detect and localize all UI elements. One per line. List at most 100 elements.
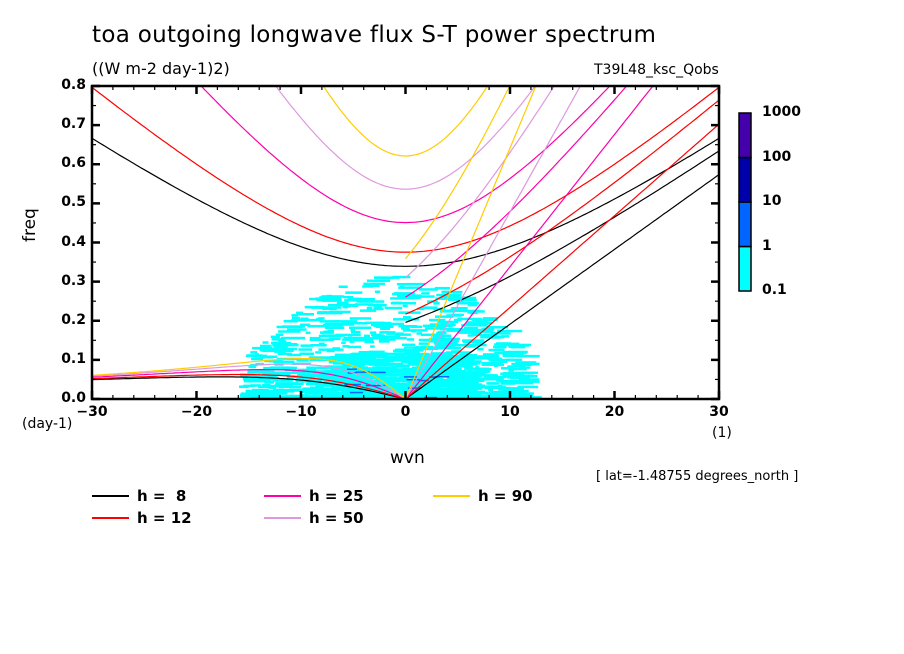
power-cell (264, 359, 283, 363)
power-cell (459, 300, 464, 303)
power-cell (404, 376, 417, 378)
power-cell (341, 392, 353, 395)
power-cell (287, 353, 302, 357)
power-cell (450, 323, 456, 327)
power-cell (273, 360, 295, 364)
power-cell (490, 331, 496, 335)
power-cell (332, 384, 340, 387)
inertio-gravity-curve (274, 86, 537, 190)
power-cell (408, 363, 425, 366)
power-cell (394, 333, 411, 336)
power-cell (429, 353, 439, 357)
power-cell (429, 318, 446, 322)
power-cell (348, 334, 352, 337)
power-cell (446, 357, 455, 360)
legend-line (92, 495, 129, 497)
power-cell (404, 346, 418, 349)
power-cell (365, 379, 388, 383)
power-cell (395, 353, 405, 356)
power-cell (260, 344, 272, 348)
power-cell (401, 359, 411, 362)
legend-line (433, 495, 470, 497)
power-cell (439, 355, 459, 358)
y-tick-label: 0.0 (61, 390, 86, 406)
power-cell (341, 322, 367, 325)
power-cell (267, 367, 280, 370)
y-tick-label: 0.6 (61, 155, 86, 172)
power-cell (388, 359, 413, 362)
power-cell (357, 384, 366, 387)
power-cell (340, 373, 356, 376)
power-cell (323, 392, 334, 396)
power-cell (349, 357, 371, 361)
power-cell (457, 317, 482, 321)
power-cell (481, 361, 503, 365)
power-cell (430, 364, 449, 368)
power-cell (418, 342, 430, 345)
power-cell (375, 363, 393, 367)
power-cell (374, 276, 387, 279)
power-cell (270, 335, 280, 339)
power-cell (273, 345, 285, 348)
power-cell (493, 358, 516, 362)
power-cell (330, 357, 338, 361)
rossby-curve (92, 357, 406, 399)
power-cell (418, 357, 442, 361)
power-cell (439, 310, 456, 313)
power-cell (384, 306, 403, 310)
power-cell (287, 395, 294, 398)
power-cell (252, 346, 273, 350)
power-cell (328, 377, 343, 381)
power-cell (326, 349, 335, 353)
power-cell (338, 356, 352, 359)
power-cell (359, 309, 377, 312)
power-cell (356, 367, 380, 370)
power-cell (416, 332, 422, 335)
power-cell (363, 337, 389, 340)
legend-label: h = 12 (137, 509, 192, 527)
power-cell (425, 393, 451, 396)
power-cell (451, 307, 468, 310)
power-cell (383, 356, 391, 359)
power-cell (391, 365, 410, 368)
power-cell (349, 391, 363, 394)
power-cell (302, 387, 309, 390)
power-cell (338, 302, 346, 305)
power-cell (291, 370, 310, 374)
power-cell (506, 358, 523, 362)
power-cell (327, 366, 350, 369)
power-cell (389, 362, 404, 366)
power-cell (488, 358, 499, 362)
power-cell (285, 343, 297, 347)
power-cell (503, 389, 529, 393)
power-cell (342, 393, 356, 397)
power-cell (334, 320, 358, 323)
power-cell (345, 355, 370, 359)
x-tick-label: 30 (709, 404, 729, 420)
power-cell (508, 369, 514, 372)
power-cell (290, 319, 307, 322)
power-cell (390, 297, 406, 300)
power-cell (254, 378, 280, 381)
power-cell (423, 359, 446, 362)
power-cell (297, 378, 312, 381)
power-cell (305, 382, 329, 386)
power-cell (418, 379, 429, 382)
power-cell (469, 391, 488, 394)
power-cell (268, 373, 291, 376)
power-cell (450, 374, 475, 378)
power-cell (420, 333, 440, 336)
power-cell (271, 338, 278, 341)
power-cell (243, 392, 259, 396)
power-cell (370, 371, 386, 374)
power-cell (416, 295, 435, 298)
x-tick-label: 10 (500, 404, 520, 420)
eig-curve (405, 86, 555, 279)
power-cell (379, 376, 397, 379)
y-axis-label: freq (20, 208, 40, 242)
power-cell (372, 373, 397, 377)
power-cell (240, 374, 264, 377)
power-cell (462, 339, 485, 342)
power-cell (258, 395, 274, 399)
power-cell (390, 385, 413, 389)
